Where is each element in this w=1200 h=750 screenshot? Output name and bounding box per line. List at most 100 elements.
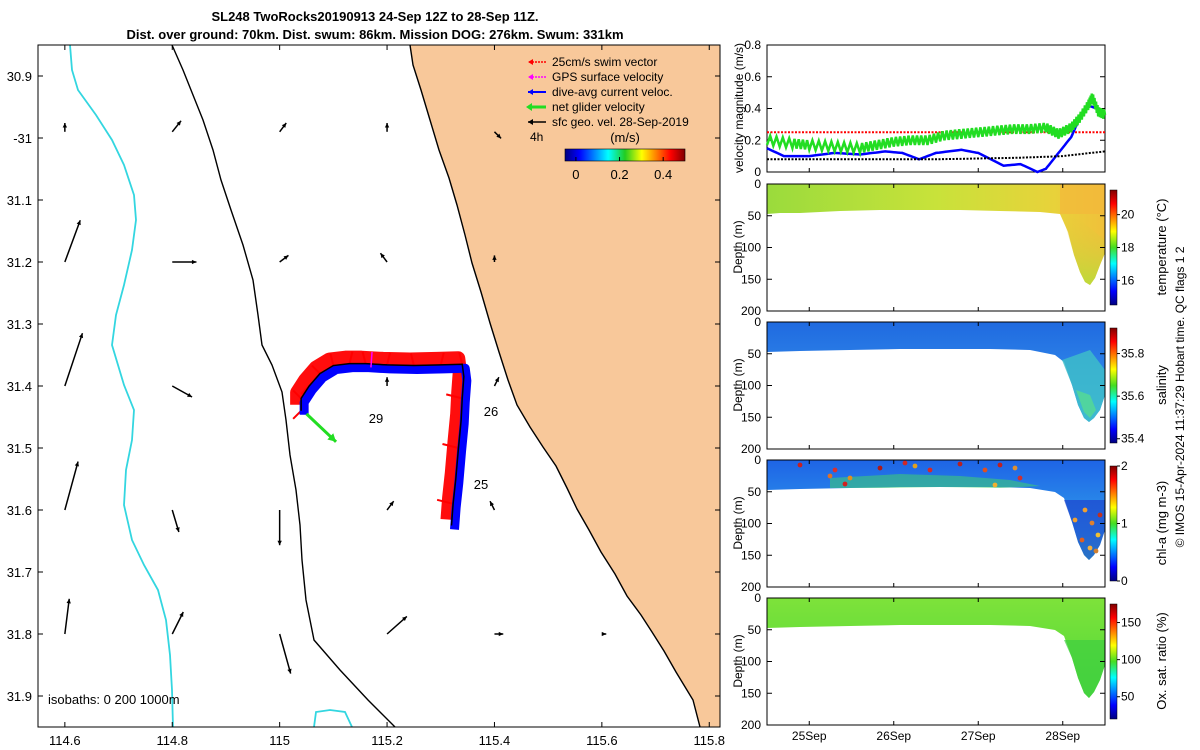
temperature-warm-patch [1060,184,1105,214]
map-ytick-label: 31.2 [7,255,32,270]
section-colorbar-label: 0 [1121,574,1128,588]
section-colorbar-label: 20 [1121,208,1135,222]
section-ytick-label: 200 [741,304,761,318]
current-vector-head [187,392,193,397]
velocity-series-net-glider [765,93,1107,158]
current-vector [278,633,292,674]
temperature-panel [766,183,1106,312]
current-vector-head [176,120,182,126]
oxygen-deep [1064,640,1105,698]
section-colorbar [1109,465,1118,582]
section-colorbar-title: chl-a (mg m-3) [1154,481,1169,566]
legend-gps: GPS surface velocity [528,70,663,84]
section-xtick-label: 28Sep [1045,729,1080,743]
section-ytick-label: 100 [741,655,761,669]
salinity-deep-core [1076,390,1096,418]
velocity-ytick-label: 0.8 [744,38,761,52]
section-xtick-label: 26Sep [876,729,911,743]
current-vector-head [492,255,497,260]
section-ytick-label: 150 [741,410,761,424]
map-ytick-label: -31 [13,131,32,146]
chla-sample-dot [1079,537,1085,543]
map-ytick-label: 30.9 [7,69,32,84]
map-xtick-label: 115 [269,733,290,748]
legend-dive: dive-avg current veloc. [528,85,673,99]
section-ylabel: Depth (m) [731,496,745,549]
velocity-ticks: 0 0.2 0.4 0.6 0.8 [744,38,1105,179]
chla-sample-dot [1017,475,1023,481]
current-vector-head [287,668,292,674]
section-ytick-label: 200 [741,718,761,732]
section-ytick-label: 50 [748,209,762,223]
current-vector-head [191,259,197,265]
section-ytick-label: 100 [741,517,761,531]
chla-sample-dot [1089,520,1095,526]
chla-sample-dot [1093,548,1099,554]
current-vector-head [380,253,385,259]
isobath-shelf [313,709,353,727]
chla-sample-dot [832,467,838,473]
title-line2: Dist. over ground: 70km. Dist. swum: 86k… [126,27,623,42]
day-label-29: 29 [369,411,383,426]
chla-sample-dot [912,463,918,469]
current-vector-head [74,461,79,467]
current-vector-head [66,598,71,604]
section-ytick-label: 0 [754,453,761,467]
chla-deep [1064,500,1105,560]
chla-samples [797,460,1103,554]
current-vector-head [179,612,184,617]
chla-sample-dot [1087,545,1093,551]
chla-sample-dot [957,461,963,467]
section-colorbar-label: 1 [1121,517,1128,531]
section-ytick-label: 100 [741,379,761,393]
map-ticks: 114.6 114.8 115 115.2 115.4 115.6 115.8 30.9 -31… [7,45,725,748]
current-vector-head [76,220,81,226]
oxygen-field [767,598,1105,698]
credit: © IMOS 15-Apr-2024 11:37:29 Hobart time.… [1173,246,1187,547]
current-vector [64,598,70,635]
section-colorbar [1109,603,1118,720]
section-ytick-label: 50 [748,485,762,499]
chla-sample-dot [992,482,998,488]
current-vector-head [490,501,495,507]
current-vector-head [62,123,68,128]
chla-sample-dot [1095,532,1101,538]
section-colorbar [1109,327,1118,444]
current-vector-head [175,527,180,532]
legend-geo: sfc geo. vel. 28-Sep-2019 [528,115,689,129]
section-ytick-label: 0 [754,177,761,191]
section-ytick-label: 50 [748,623,762,637]
colorbar-tick-label: 0.2 [611,167,629,182]
section-ytick-label: 50 [748,347,762,361]
map-xtick-label: 114.8 [156,733,188,748]
section-ylabel: Depth (m) [731,220,745,273]
temperature-deep [1062,214,1105,285]
velocity-ytick-label: 0.6 [744,70,761,84]
chla-sample-dot [982,467,988,473]
current-vector-head [78,333,84,339]
section-colorbar-label: 150 [1121,616,1141,630]
chla-panel [766,459,1106,588]
section-colorbar-label: 50 [1121,690,1135,704]
current-vector [64,332,84,387]
current-vector-head [384,123,390,128]
day-label-25: 25 [474,477,488,492]
isobath-label: isobaths: 0 200 1000m [48,692,180,707]
colorbar-tick-label: 0.4 [654,167,672,182]
section-colorbar-title: temperature (°C) [1154,199,1169,296]
section-colorbar-label: 2 [1121,459,1128,473]
map-ytick-label: 31.4 [7,379,32,394]
section-xtick-label: 27Sep [961,729,996,743]
section-ylabel: Depth (m) [731,634,745,687]
salinity-panel [766,321,1106,450]
chla-sample-dot [927,467,933,473]
legend-swim: 25cm/s swim vector [528,55,657,69]
colorbar-title: (m/s) [610,130,640,145]
map-ytick-label: 31.7 [7,565,32,580]
section-colorbar-label: 16 [1121,273,1135,287]
map-ytick-label: 31.8 [7,627,32,642]
current-vector [64,219,81,263]
chla-sample-dot [997,462,1003,468]
